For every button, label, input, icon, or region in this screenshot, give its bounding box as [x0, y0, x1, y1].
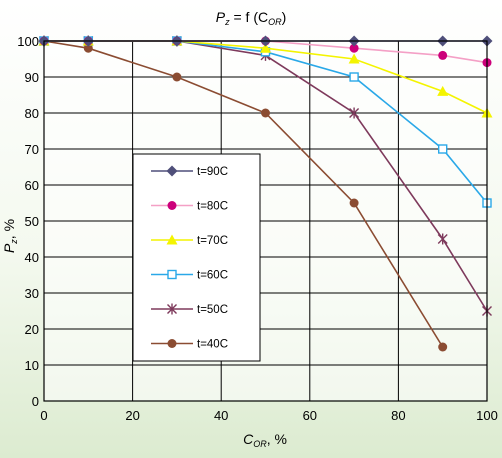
x-tick-label: 20 [125, 408, 139, 423]
legend-box [132, 153, 261, 362]
plot-frame [43, 40, 488, 402]
legend: t=90C t=80C t=70C t=60C t=50C t=40C [132, 153, 261, 362]
y-tick-label: 100 [17, 34, 39, 49]
y-tick-label: 40 [25, 250, 39, 265]
legend-label: t=90C [197, 166, 228, 178]
chart-title: Pz = f (COR) [216, 9, 287, 27]
legend-entry: t=90C [151, 165, 228, 178]
x-axis-label: COR, % [243, 431, 287, 449]
data-point [438, 342, 448, 352]
data-point [437, 85, 449, 96]
legend-label: t=60C [197, 270, 228, 282]
data-point [349, 198, 359, 208]
x-tick-label: 100 [476, 408, 498, 423]
data-point [349, 72, 359, 82]
legend-entry: t=60C [151, 270, 228, 282]
y-tick-label: 90 [25, 70, 39, 85]
legend-swatch-marker [167, 303, 177, 315]
grid [44, 41, 487, 401]
legend-entry: t=70C [151, 234, 228, 247]
y-tick-label: 50 [25, 214, 39, 229]
legend-swatch-marker [166, 165, 178, 177]
x-tick-label: 40 [214, 408, 228, 423]
series-line [43, 40, 444, 348]
legend-entry: t=50C [151, 303, 228, 316]
legend-swatch-marker [167, 201, 177, 210]
legend-entry: t=80C [151, 201, 228, 213]
data-point [172, 72, 182, 82]
labels: Pz = f (COR) COR, % Pz, % [1, 9, 287, 449]
data-point [83, 43, 93, 53]
data-point [349, 107, 360, 119]
y-tick-label: 20 [25, 322, 39, 337]
x-tick-label: 0 [40, 408, 47, 423]
legend-entry: t=40C [151, 339, 228, 351]
data-point [348, 53, 360, 64]
y-tick-label: 80 [25, 106, 39, 121]
x-tick-label: 60 [303, 408, 317, 423]
legend-label: t=50C [197, 304, 228, 316]
data-point [438, 144, 448, 154]
legend-label: t=70C [197, 235, 228, 247]
y-tick-label: 10 [25, 358, 39, 373]
data-point [349, 43, 359, 53]
legend-label: t=40C [197, 339, 228, 351]
data-point [261, 108, 270, 118]
legend-swatch-marker [167, 339, 177, 348]
y-tick-label: 60 [25, 178, 39, 193]
y-tick-label: 70 [25, 142, 39, 157]
data-point [437, 233, 448, 245]
data-point [438, 50, 448, 60]
data-point [260, 42, 271, 53]
legend-label: t=80C [197, 201, 228, 213]
y-tick-label: 0 [32, 394, 39, 409]
legend-swatch-marker [166, 234, 178, 245]
y-tick-label: 30 [25, 286, 39, 301]
x-tick-label: 80 [391, 408, 405, 423]
axes: 0 20 40 60 80 100 0 10 20 30 40 50 60 70 80 90 100 [17, 34, 498, 423]
y-axis-label: Pz, % [1, 219, 19, 253]
legend-swatch-marker [167, 269, 177, 280]
